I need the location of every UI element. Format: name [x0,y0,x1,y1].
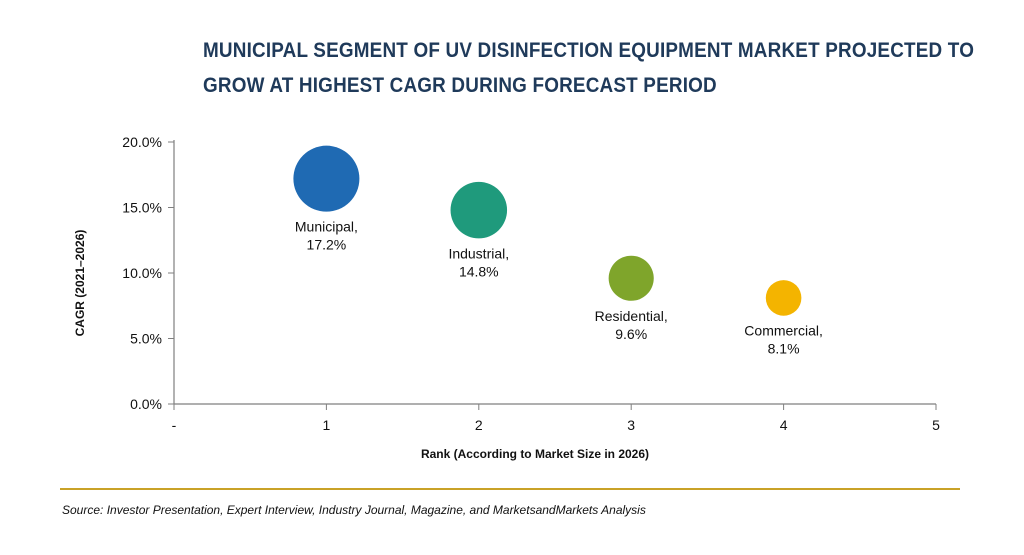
bubble-value-label: 14.8% [459,263,499,279]
bubble-value-label: 17.2% [307,237,347,253]
bubble-label: Commercial, [744,323,823,339]
chart-title-line-1: MUNICIPAL SEGMENT OF UV DISINFECTION EQU… [203,39,975,62]
bubble [765,280,802,316]
bubble [450,181,508,239]
bubble-chart: 0.0% 5.0% 10.0% 15.0% 20.0% - 1 2 3 4 5 Rank (Accor… [73,134,940,461]
bubble-value-label: 9.6% [615,326,647,342]
bubble-label: Industrial, [448,245,509,261]
source-divider [60,488,960,490]
y-tick-label: 20.0% [122,134,162,150]
bubble-label: Municipal, [295,219,358,235]
x-tick-label: - [172,417,177,433]
x-tick-label: 3 [627,417,635,433]
x-tick-label: 2 [475,417,483,433]
y-tick-label: 0.0% [130,396,162,412]
bubble [293,145,360,212]
chart-title: MUNICIPAL SEGMENT OF UV DISINFECTION EQU… [203,33,975,103]
x-axis-label: Rank (According to Market Size in 2026) [421,447,649,461]
bubble-value-label: 8.1% [768,341,800,357]
source-note: Source: Investor Presentation, Expert In… [62,503,646,517]
bubble [608,255,654,301]
y-tick-label: 10.0% [122,265,162,281]
y-tick-label: 15.0% [122,200,162,216]
y-tick-label: 5.0% [130,331,162,347]
x-tick-label: 5 [932,417,940,433]
bubble-label: Residential, [595,308,668,324]
x-tick-label: 4 [780,417,788,433]
chart-title-line-2: GROW AT HIGHEST CAGR DURING FORECAST PER… [203,74,717,97]
y-axis-label: CAGR (2021–2026) [73,230,87,337]
x-tick-label: 1 [323,417,331,433]
